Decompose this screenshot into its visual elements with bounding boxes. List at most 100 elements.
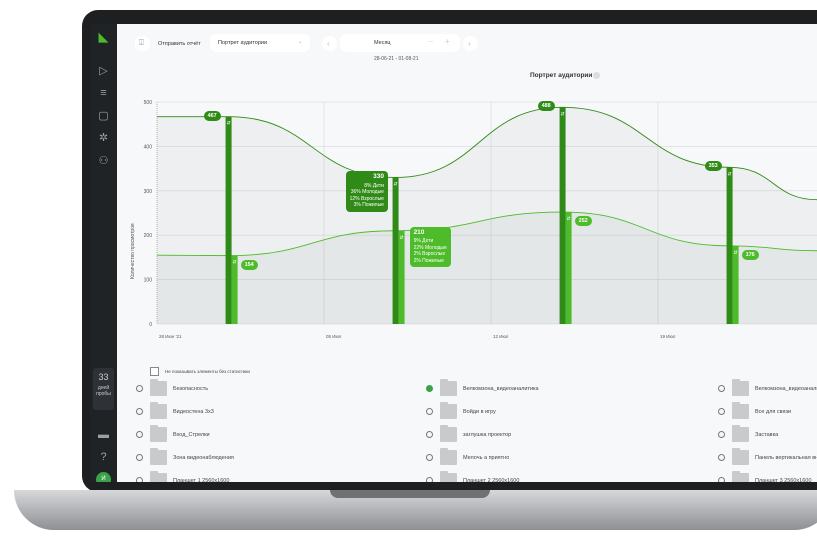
tooltip-line: 22% Молодые — [413, 244, 447, 251]
list-item-label: Мелочь а приятно — [463, 454, 510, 461]
play-icon[interactable]: ▷ — [99, 65, 108, 77]
tooltip-line: 12% Взрослые — [349, 195, 384, 202]
help-icon[interactable]: ? — [100, 451, 107, 463]
chart: 0 100 200 300 400 500 28 Июн '21 05 Июл 12 Июл 19… — [144, 100, 817, 339]
radio-button[interactable] — [136, 431, 143, 438]
folder-icon — [440, 448, 457, 465]
chart-title: Портрет аудитории — [530, 72, 593, 79]
radio-button[interactable] — [136, 477, 143, 482]
x-tick-label: 12 Июл — [493, 334, 509, 339]
folder-icon — [732, 402, 749, 419]
prev-button[interactable]: ‹ — [322, 36, 337, 51]
list-item-label: Планшет 3 2560x1600 — [755, 477, 812, 483]
plus-button[interactable]: + — [445, 37, 450, 46]
list-item-label: Вход_Стрелки — [173, 431, 210, 438]
radio-button[interactable] — [426, 408, 433, 415]
folder-icon — [732, 425, 749, 442]
list-item[interactable]: Вход_Стрелки — [136, 425, 210, 442]
hide-empty-label: Не показывать элементы без статистики — [165, 369, 250, 374]
list-item[interactable]: Велкомзона_видеоаналитика — [718, 379, 817, 396]
radio-button[interactable] — [718, 477, 725, 482]
minus-button[interactable]: — — [428, 39, 434, 45]
folder-icon — [440, 471, 457, 482]
tooltip-value: 330 — [373, 173, 384, 181]
trial-badge[interactable]: 33 дней пробы — [93, 368, 114, 410]
radio-button[interactable] — [426, 477, 433, 482]
list-item[interactable]: Планшет 2 2560x1600 — [426, 471, 520, 483]
chevron-right-icon: › — [468, 39, 471, 48]
file-icon[interactable]: ▢ — [98, 110, 109, 122]
report-select-value: Портрет аудитории — [218, 40, 268, 46]
folder-icon — [440, 402, 457, 419]
bar — [392, 177, 399, 324]
date-range: 28-06-21 - 01-08-21 — [374, 56, 419, 62]
tooltip: 210 9% Дети 22% Молодые 2% Взрослые 2% Пожил… — [409, 226, 451, 268]
list-item-label: Зона видеонаблюдения — [173, 454, 234, 461]
folder-icon — [732, 471, 749, 482]
y-tick-label: 100 — [144, 278, 153, 284]
radio-button[interactable] — [718, 431, 725, 438]
radio-button[interactable] — [136, 385, 143, 392]
folder-icon — [150, 471, 167, 482]
tooltip: 330 8% Дети 36% Молодые 12% Взрослые 3% Пожи… — [345, 171, 388, 212]
list-item[interactable]: Заставка — [718, 425, 778, 442]
download-button[interactable]: ⍗ — [135, 36, 150, 51]
bar — [565, 212, 572, 324]
list-item[interactable]: Войди в игру — [426, 402, 496, 419]
value-label: 252 — [574, 216, 592, 227]
y-tick-label: 400 — [144, 144, 153, 150]
bar — [398, 230, 405, 324]
send-report-button[interactable]: Отправить отчёт — [158, 41, 201, 47]
bar — [231, 255, 238, 324]
x-tick-label: 05 Июл — [326, 334, 342, 339]
list-item[interactable]: заглушка проектор — [426, 425, 511, 442]
tooltip-line: 3% Пожилые — [353, 202, 384, 209]
monitor-icon[interactable]: ▬ — [98, 429, 109, 441]
list-item-label: Планшет 2 2560x1600 — [463, 477, 520, 483]
trial-label: дней — [97, 385, 110, 391]
bar-icon: ⇵ — [560, 111, 564, 117]
list-icon[interactable]: ≡ — [100, 87, 107, 99]
tooltip-line: 2% Взрослые — [413, 251, 446, 258]
list-item[interactable]: Планшет 3 2560x1600 — [718, 471, 812, 483]
radio-button[interactable] — [426, 454, 433, 461]
radio-button[interactable] — [718, 385, 725, 392]
radio-button[interactable] — [718, 454, 725, 461]
radio-button[interactable] — [426, 385, 433, 392]
bar — [726, 167, 733, 324]
list-item[interactable]: Зона видеонаблюдения — [136, 448, 234, 465]
list-item[interactable]: Все для связи — [718, 402, 791, 419]
list-item-label: Войди в игру — [463, 408, 496, 415]
avatar[interactable]: И — [96, 472, 111, 482]
radio-button[interactable] — [136, 454, 143, 461]
value-label: 467 — [203, 110, 221, 121]
list-item[interactable]: Мелочь а приятно — [426, 448, 510, 465]
bar — [559, 107, 566, 324]
bar-icon: ⇵ — [393, 181, 397, 187]
list-item[interactable]: Планшет 1 2560x1600 — [136, 471, 229, 482]
radio-button[interactable] — [426, 431, 433, 438]
list-item-label: Велкомзона_видеоаналитика — [463, 385, 539, 392]
folder-icon — [440, 379, 457, 396]
info-icon[interactable] — [593, 72, 600, 79]
download-icon: ⍗ — [139, 38, 144, 47]
radio-button[interactable] — [136, 408, 143, 415]
value-label: 488 — [537, 101, 555, 112]
period-select[interactable]: Месяц — + — [340, 34, 460, 52]
next-button[interactable]: › — [463, 36, 478, 51]
list-item[interactable]: Велкомзона_видеоаналитика — [426, 379, 539, 396]
report-select[interactable]: Портрет аудитории ⌄ — [210, 34, 310, 52]
value-label: 176 — [741, 249, 759, 260]
folder-icon — [150, 425, 167, 442]
chevron-down-icon: ⌄ — [298, 39, 303, 45]
user-icon[interactable]: ⚇ — [98, 155, 109, 167]
loader-icon[interactable]: ✲ — [98, 132, 109, 144]
hide-empty-checkbox[interactable] — [150, 367, 159, 376]
list-item[interactable]: Безопасность — [136, 379, 208, 396]
list-item[interactable]: Панель вертикальная внутр — [718, 448, 817, 465]
radio-button[interactable] — [718, 408, 725, 415]
trial-days: 33 — [98, 372, 109, 382]
list-item-label: Панель вертикальная внутр — [755, 454, 817, 461]
value-label: 353 — [704, 161, 722, 172]
list-item[interactable]: Видеостена 3x3 — [136, 402, 214, 419]
